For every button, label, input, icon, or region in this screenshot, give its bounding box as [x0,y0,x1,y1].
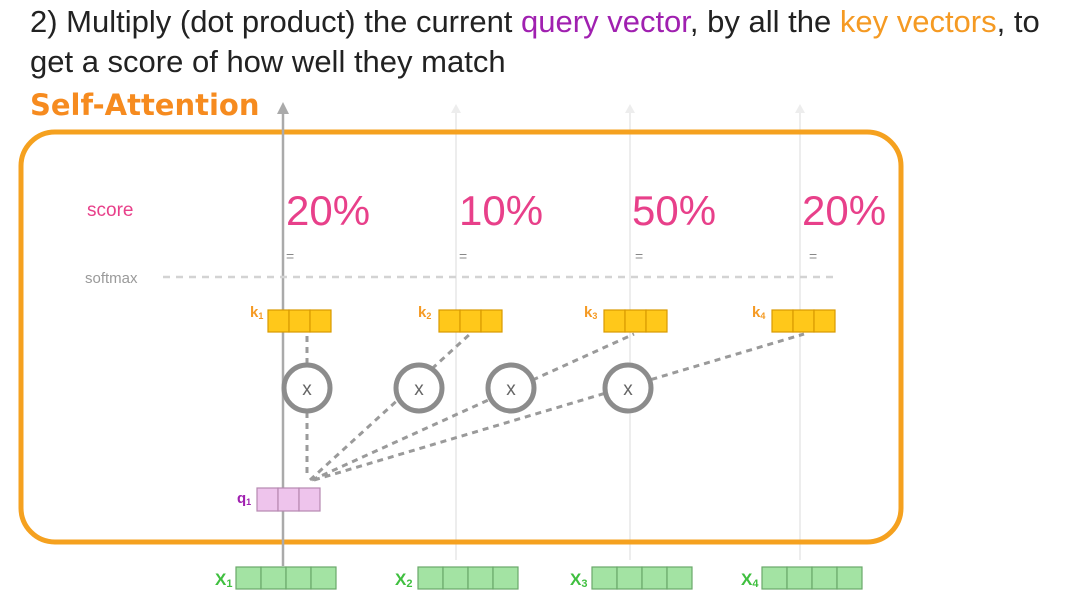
equals-sign: = [459,248,467,264]
query-vector: q1 [237,487,321,512]
softmax-row-label: softmax [85,270,138,287]
multiply-node: x [485,362,537,414]
key-vector [603,309,668,333]
key-vector-cell [288,309,311,333]
input-vector-cell [641,566,668,590]
key-vector-cell [438,309,461,333]
key-vector-cell [771,309,794,333]
input-vector-cell [310,566,337,590]
key-vector [438,309,503,333]
input-vector-cell [417,566,444,590]
input-vector [761,566,863,590]
multiply-node-ring [393,362,445,414]
input-vector-cell [467,566,494,590]
query-vector-cells-cell [256,487,279,512]
equals-sign: = [809,248,817,264]
key-vector [267,309,332,333]
key-columns: 20% = 10% = 50% = 20% = k1 k2 k3 k4 [250,187,886,333]
input-vector [235,566,337,590]
column-arrow-head [451,104,461,113]
input-vector-cell [235,566,262,590]
caption-query-term: query vector [521,4,690,39]
key-vector-cell [813,309,836,333]
input-vector-cell [442,566,469,590]
multiply-node: x [281,362,333,414]
query-vector-cells [256,487,321,512]
multiply-node-ring [602,362,654,414]
equals-sign: = [286,248,294,264]
input-vector-cell [786,566,813,590]
key-vector-cell [480,309,503,333]
input-vector-cell [492,566,519,590]
multiply-node: x [602,362,654,414]
column-arrow-head [795,104,805,113]
key-vector [771,309,836,333]
input-label: X4 [741,570,759,590]
query-vector-cells-cell [277,487,300,512]
input-label: X1 [215,570,232,590]
dot-product-connectors [305,332,805,482]
caption-prefix: 2) Multiply (dot product) the current [30,4,522,39]
input-vector-cell [616,566,643,590]
query-vector-cells-cell [298,487,321,512]
query-arrow-head [277,102,289,114]
multiply-sign: x [506,379,516,400]
input-vector-cell [761,566,788,590]
key-label: k4 [752,304,765,321]
input-label: X3 [570,570,587,590]
score-value: 10% [459,187,543,234]
column-arrow-head [625,104,635,113]
score-row-label: score [87,200,133,221]
score-value: 20% [286,187,370,234]
input-vector [417,566,519,590]
input-vector-cell [811,566,838,590]
query-label: q1 [237,490,251,507]
key-label: k1 [250,304,263,321]
connector-q1-k3 [311,332,635,482]
input-vector-cell [285,566,312,590]
equals-sign: = [635,248,643,264]
self-attention-panel [18,129,904,545]
caption-suffix: , to get a score of how well they match [30,4,1040,79]
key-label: k2 [418,304,431,321]
caption-key-term: key vectors [839,4,997,39]
multiply-sign: x [623,379,633,400]
key-vector-cell [309,309,332,333]
key-vector-cell [267,309,290,333]
connector-q1-k2 [308,332,472,482]
key-vector-cell [792,309,815,333]
input-vector-cell [260,566,287,590]
input-vector-cell [591,566,618,590]
caption: 2) Multiply (dot product) the current qu… [30,2,1070,82]
connector-q1-k4 [313,332,805,482]
input-label: X2 [395,570,412,590]
input-vectors: X1 X2 X3 X4 [215,566,863,590]
multiply-sign: x [414,379,424,400]
key-label: k3 [584,304,597,321]
caption-middle: , by all the [689,4,840,39]
panel-title: Self-Attention [30,88,260,122]
input-vector-cell [666,566,693,590]
multiply-node: x [393,362,445,414]
key-vector-cell [624,309,647,333]
key-vector-cell [645,309,668,333]
score-value: 20% [802,187,886,234]
key-vector-cell [603,309,626,333]
input-vector-cell [836,566,863,590]
score-value: 50% [632,187,716,234]
key-vector-cell [459,309,482,333]
multiply-node-ring [485,362,537,414]
multiply-sign: x [302,379,312,400]
multiply-node-ring [281,362,333,414]
input-vector [591,566,693,590]
